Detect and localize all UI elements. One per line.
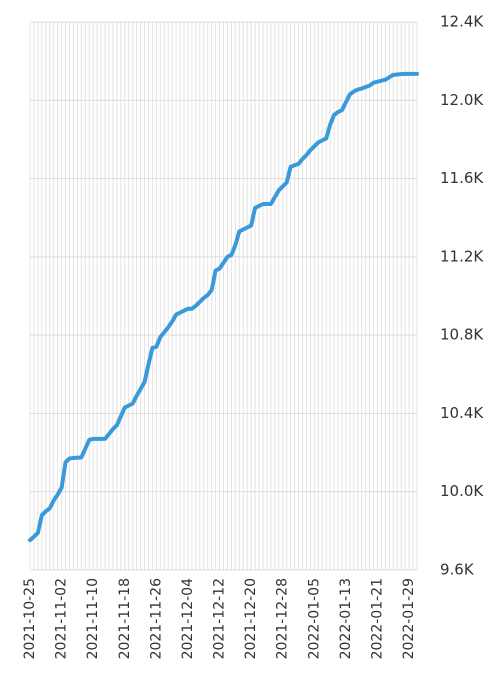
x-tick-label: 2022-01-05: [306, 578, 322, 659]
x-tick-label: 2021-12-04: [180, 578, 196, 659]
y-tick-label: 12.4K: [440, 13, 484, 31]
y-tick-label: 10.0K: [440, 482, 484, 500]
x-tick-label: 2021-10-25: [22, 578, 38, 659]
y-tick-label: 11.2K: [440, 247, 484, 265]
x-tick-label: 2021-11-02: [54, 578, 70, 659]
x-tick-label: 2021-12-12: [212, 578, 228, 659]
y-tick-label: 12.0K: [440, 91, 484, 109]
x-tick-label: 2021-12-20: [243, 578, 259, 659]
x-tick-label: 2021-11-10: [85, 578, 101, 659]
y-tick-label: 10.4K: [440, 404, 484, 422]
y-tick-label: 9.6K: [440, 561, 475, 579]
x-tick-label: 2022-01-29: [401, 578, 417, 659]
x-tick-label: 2021-11-26: [148, 578, 164, 659]
y-tick-label: 10.8K: [440, 326, 484, 344]
y-tick-label: 11.6K: [440, 169, 484, 187]
x-tick-label: 2021-12-28: [275, 578, 291, 659]
x-tick-label: 2022-01-21: [370, 578, 386, 659]
x-tick-label: 2022-01-13: [338, 578, 354, 659]
x-tick-label: 2021-11-18: [117, 578, 133, 659]
line: [28, 71, 419, 543]
